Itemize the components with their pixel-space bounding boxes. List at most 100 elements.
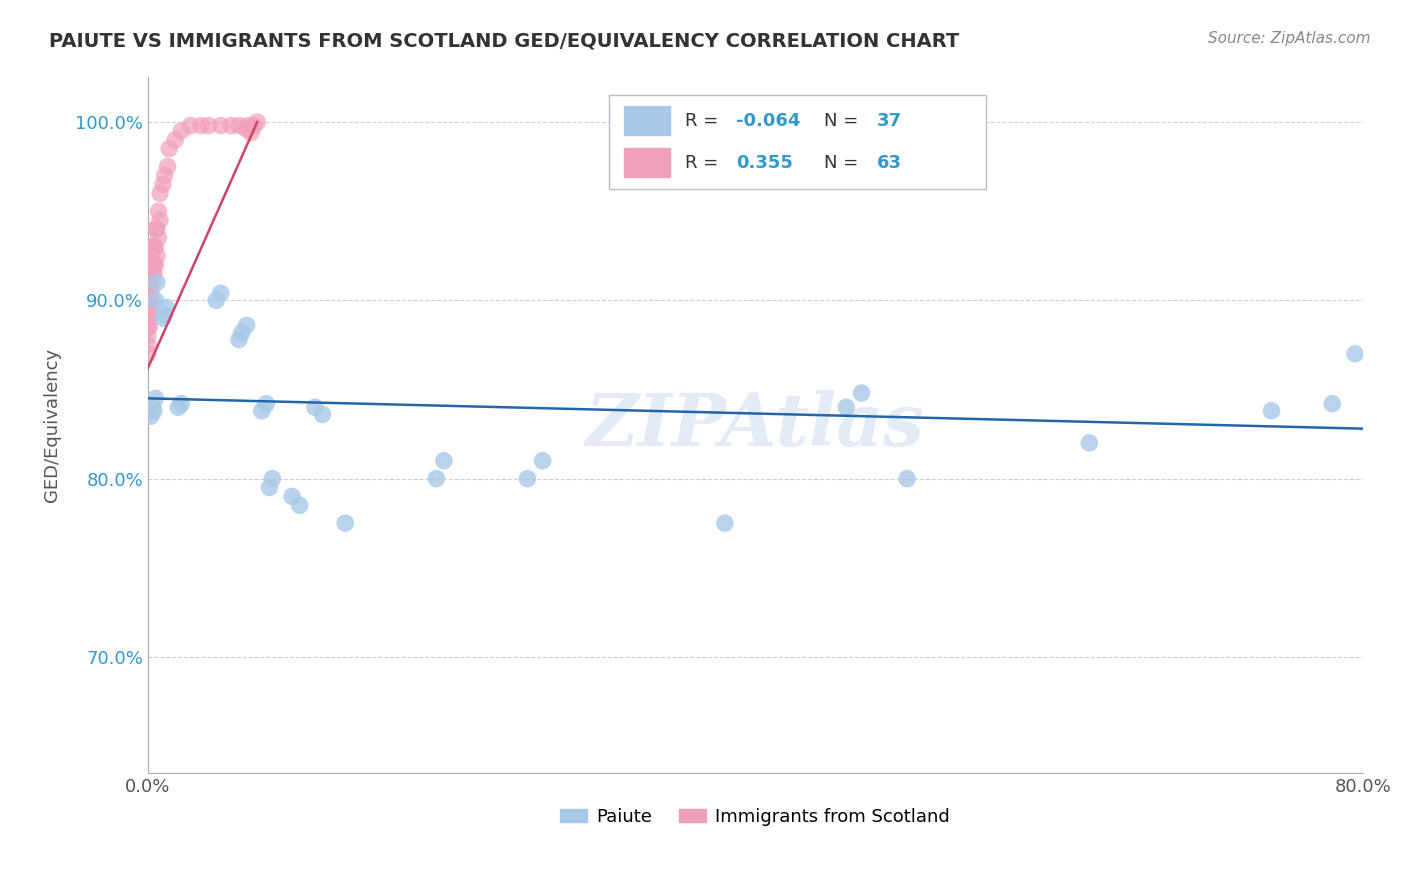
Point bbox=[335, 516, 357, 530]
Text: Source: ZipAtlas.com: Source: ZipAtlas.com bbox=[1208, 31, 1371, 46]
Point bbox=[136, 293, 159, 308]
Point bbox=[139, 249, 162, 263]
Text: 63: 63 bbox=[877, 153, 901, 172]
Point bbox=[259, 481, 281, 495]
Point bbox=[262, 472, 284, 486]
Point bbox=[896, 472, 918, 486]
Point bbox=[243, 119, 266, 133]
Point bbox=[136, 338, 159, 352]
Point bbox=[141, 240, 163, 254]
Point bbox=[149, 213, 172, 227]
Point bbox=[136, 320, 159, 334]
Point bbox=[145, 222, 167, 236]
Point bbox=[246, 115, 269, 129]
Y-axis label: GED/Equivalency: GED/Equivalency bbox=[44, 348, 60, 502]
Point bbox=[145, 258, 167, 272]
Point bbox=[228, 119, 250, 133]
Point bbox=[136, 311, 159, 326]
Point bbox=[170, 397, 193, 411]
Point bbox=[235, 122, 257, 136]
Point bbox=[714, 516, 737, 530]
Point bbox=[138, 258, 160, 272]
Point bbox=[254, 397, 277, 411]
Point bbox=[141, 276, 163, 290]
Point bbox=[1078, 436, 1101, 450]
Point bbox=[288, 499, 311, 513]
Point bbox=[835, 401, 858, 415]
Point bbox=[145, 293, 167, 308]
Point bbox=[250, 404, 273, 418]
Point bbox=[170, 124, 193, 138]
Text: -0.064: -0.064 bbox=[735, 112, 800, 129]
Point bbox=[152, 178, 174, 192]
Point bbox=[148, 204, 170, 219]
Point bbox=[156, 160, 179, 174]
Point bbox=[425, 472, 447, 486]
Point bbox=[139, 285, 162, 299]
Text: N =: N = bbox=[824, 153, 865, 172]
FancyBboxPatch shape bbox=[609, 95, 986, 189]
Point bbox=[136, 347, 159, 361]
Bar bbox=[624, 148, 671, 178]
Point bbox=[142, 258, 165, 272]
Point bbox=[141, 267, 163, 281]
Point bbox=[155, 301, 177, 315]
Point bbox=[142, 240, 165, 254]
Point bbox=[167, 401, 190, 415]
Point bbox=[139, 276, 162, 290]
Point bbox=[205, 293, 228, 308]
Point bbox=[139, 293, 162, 308]
Point bbox=[1322, 397, 1344, 411]
Point bbox=[231, 326, 253, 340]
Point bbox=[228, 333, 250, 347]
Point bbox=[531, 454, 554, 468]
Point bbox=[281, 490, 304, 504]
Point bbox=[235, 318, 257, 333]
Point bbox=[145, 240, 167, 254]
Point bbox=[149, 186, 172, 201]
Point bbox=[141, 401, 163, 415]
Point bbox=[236, 119, 259, 133]
Text: 37: 37 bbox=[877, 112, 901, 129]
Point bbox=[516, 472, 538, 486]
Point bbox=[153, 308, 176, 322]
Point bbox=[165, 133, 187, 147]
Point bbox=[136, 276, 159, 290]
Point bbox=[138, 311, 160, 326]
Text: N =: N = bbox=[824, 112, 865, 129]
Point bbox=[221, 119, 243, 133]
Point bbox=[153, 169, 176, 183]
Text: R =: R = bbox=[685, 112, 724, 129]
Point bbox=[142, 404, 165, 418]
Point bbox=[851, 386, 873, 401]
Point bbox=[139, 409, 162, 424]
Point bbox=[136, 329, 159, 343]
Point bbox=[157, 142, 180, 156]
Point bbox=[240, 126, 263, 140]
Point bbox=[138, 320, 160, 334]
Bar bbox=[624, 106, 671, 136]
Point bbox=[146, 276, 169, 290]
Legend: Paiute, Immigrants from Scotland: Paiute, Immigrants from Scotland bbox=[553, 801, 957, 833]
Text: ZIPAtlas: ZIPAtlas bbox=[586, 390, 925, 460]
Point bbox=[136, 285, 159, 299]
Point bbox=[179, 119, 201, 133]
Point bbox=[146, 222, 169, 236]
Point bbox=[139, 267, 162, 281]
Point bbox=[136, 302, 159, 317]
Point bbox=[141, 258, 163, 272]
Point bbox=[142, 267, 165, 281]
Point bbox=[190, 119, 212, 133]
Point bbox=[138, 302, 160, 317]
Point bbox=[138, 276, 160, 290]
Point bbox=[146, 249, 169, 263]
Point bbox=[138, 293, 160, 308]
Point bbox=[209, 286, 232, 301]
Point bbox=[1344, 347, 1367, 361]
Point bbox=[311, 408, 333, 422]
Point bbox=[145, 392, 167, 406]
Point bbox=[1260, 404, 1282, 418]
Point bbox=[136, 258, 159, 272]
Point bbox=[209, 119, 232, 133]
Text: 0.355: 0.355 bbox=[735, 153, 793, 172]
